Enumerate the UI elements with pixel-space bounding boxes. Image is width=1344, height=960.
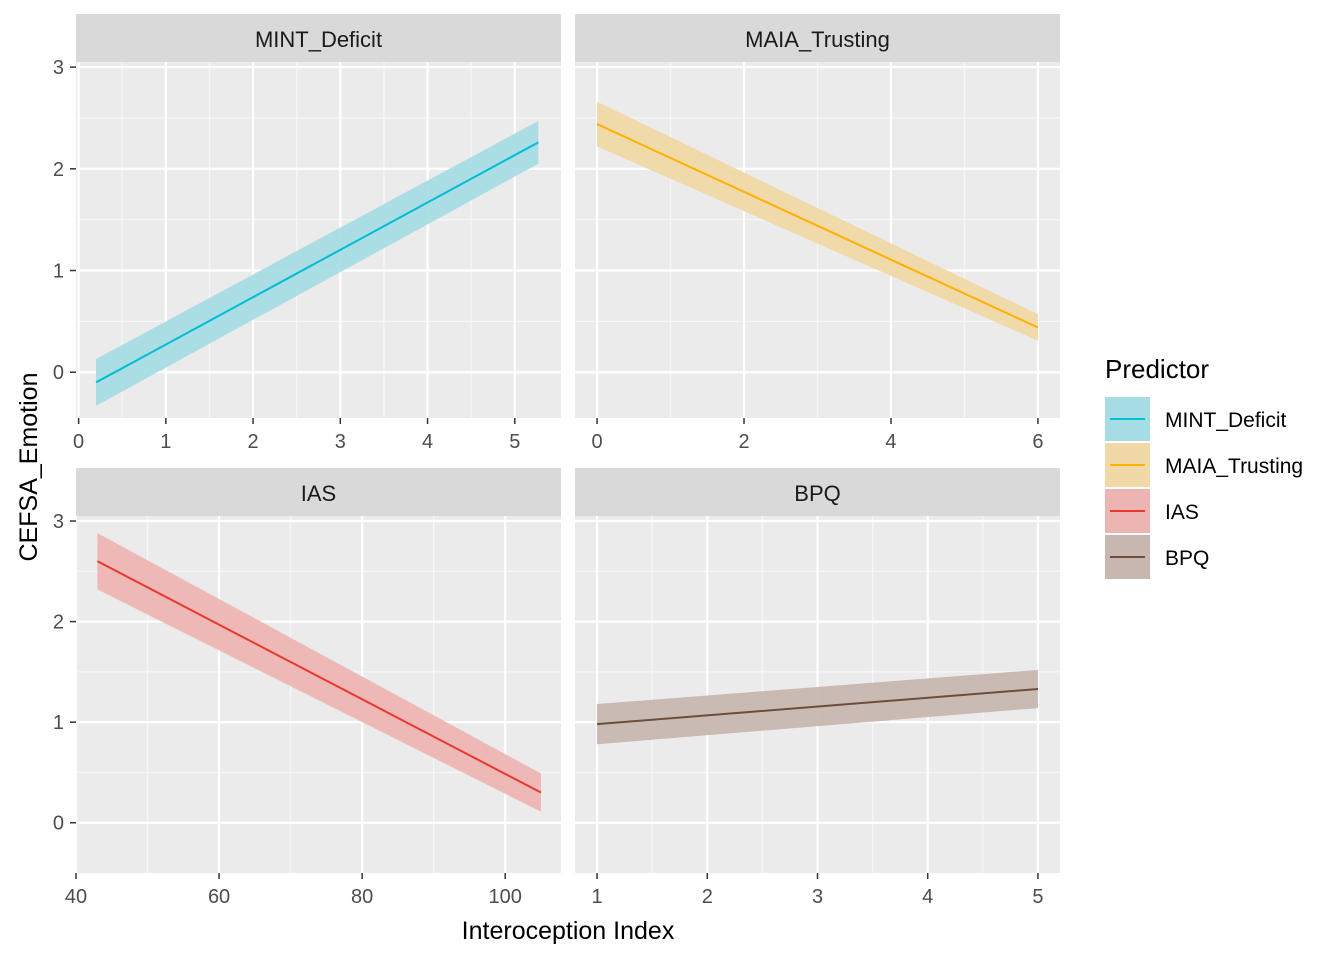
panels-layer: MINT_Deficit 0 1 2 3 4 5 0 1 2 3 MAIA_Trusting 0 2 4 6 I… bbox=[53, 14, 1060, 908]
legend-item-IAS: IAS bbox=[1105, 489, 1199, 533]
legend-title: Predictor bbox=[1105, 354, 1209, 384]
x-tick-label: 80 bbox=[351, 886, 373, 908]
panel-MAIA_Trusting: MAIA_Trusting 0 2 4 6 bbox=[575, 14, 1060, 453]
panel-IAS: IAS 40 60 80 100 0 1 2 3 bbox=[53, 468, 561, 908]
fitted-line bbox=[96, 560, 542, 794]
facet-strip-label: MINT_Deficit bbox=[255, 27, 382, 52]
facet-strip bbox=[575, 468, 1060, 516]
legend-label: MINT_Deficit bbox=[1165, 409, 1287, 432]
x-tick-label: 4 bbox=[885, 431, 896, 453]
x-axis-title: Interoception Index bbox=[462, 917, 675, 945]
legend-label: BPQ bbox=[1165, 547, 1209, 570]
x-tick-label: 1 bbox=[160, 431, 171, 453]
panel-BPQ: BPQ 1 2 3 4 5 bbox=[575, 468, 1060, 908]
x-tick-label: 100 bbox=[489, 886, 522, 908]
fitted-line bbox=[95, 141, 539, 384]
legend-label: MAIA_Trusting bbox=[1165, 455, 1303, 478]
confidence-ribbon bbox=[97, 533, 541, 812]
legend-item-MAIA_Trusting: MAIA_Trusting bbox=[1105, 443, 1303, 487]
y-tick-label: 2 bbox=[53, 159, 64, 181]
legend-item-BPQ: BPQ bbox=[1105, 535, 1209, 579]
facet-strip bbox=[76, 468, 561, 516]
x-tick-label: 40 bbox=[65, 886, 87, 908]
fitted-line bbox=[596, 123, 1039, 329]
facet-strip-label: BPQ bbox=[794, 481, 840, 506]
facet-strip-label: IAS bbox=[301, 481, 336, 506]
x-tick-label: 0 bbox=[73, 431, 84, 453]
x-tick-label: 4 bbox=[422, 431, 433, 453]
x-tick-label: 4 bbox=[922, 886, 933, 908]
x-tick-label: 5 bbox=[509, 431, 520, 453]
x-tick-label: 6 bbox=[1032, 431, 1043, 453]
fitted-line bbox=[596, 687, 1039, 726]
y-tick-label: 1 bbox=[53, 712, 64, 734]
facet-strip-label: MAIA_Trusting bbox=[745, 27, 890, 52]
y-axis-title: CEFSA_Emotion bbox=[15, 373, 43, 562]
confidence-ribbon bbox=[597, 101, 1038, 341]
x-tick-label: 2 bbox=[248, 431, 259, 453]
x-tick-label: 1 bbox=[591, 886, 602, 908]
legend-item-MINT_Deficit: MINT_Deficit bbox=[1105, 397, 1287, 441]
panel-MINT_Deficit: MINT_Deficit 0 1 2 3 4 5 0 1 2 3 bbox=[53, 14, 561, 453]
legend: Predictor MINT_Deficit MAIA_Trusting IAS BP… bbox=[1105, 354, 1303, 579]
y-tick-label: 3 bbox=[53, 511, 64, 533]
y-tick-label: 0 bbox=[53, 813, 64, 835]
facet-strip bbox=[575, 14, 1060, 62]
legend-label: IAS bbox=[1165, 501, 1199, 524]
x-tick-label: 60 bbox=[208, 886, 230, 908]
x-tick-label: 5 bbox=[1032, 886, 1043, 908]
y-tick-label: 0 bbox=[53, 362, 64, 384]
y-tick-label: 3 bbox=[53, 57, 64, 79]
legend-items: MINT_Deficit MAIA_Trusting IAS BPQ bbox=[1105, 397, 1303, 579]
x-tick-label: 0 bbox=[591, 431, 602, 453]
x-tick-label: 3 bbox=[812, 886, 823, 908]
facet-strip bbox=[76, 14, 561, 62]
x-tick-label: 2 bbox=[702, 886, 713, 908]
y-tick-label: 1 bbox=[53, 261, 64, 283]
x-tick-label: 3 bbox=[335, 431, 346, 453]
y-tick-label: 2 bbox=[53, 612, 64, 634]
x-tick-label: 2 bbox=[738, 431, 749, 453]
